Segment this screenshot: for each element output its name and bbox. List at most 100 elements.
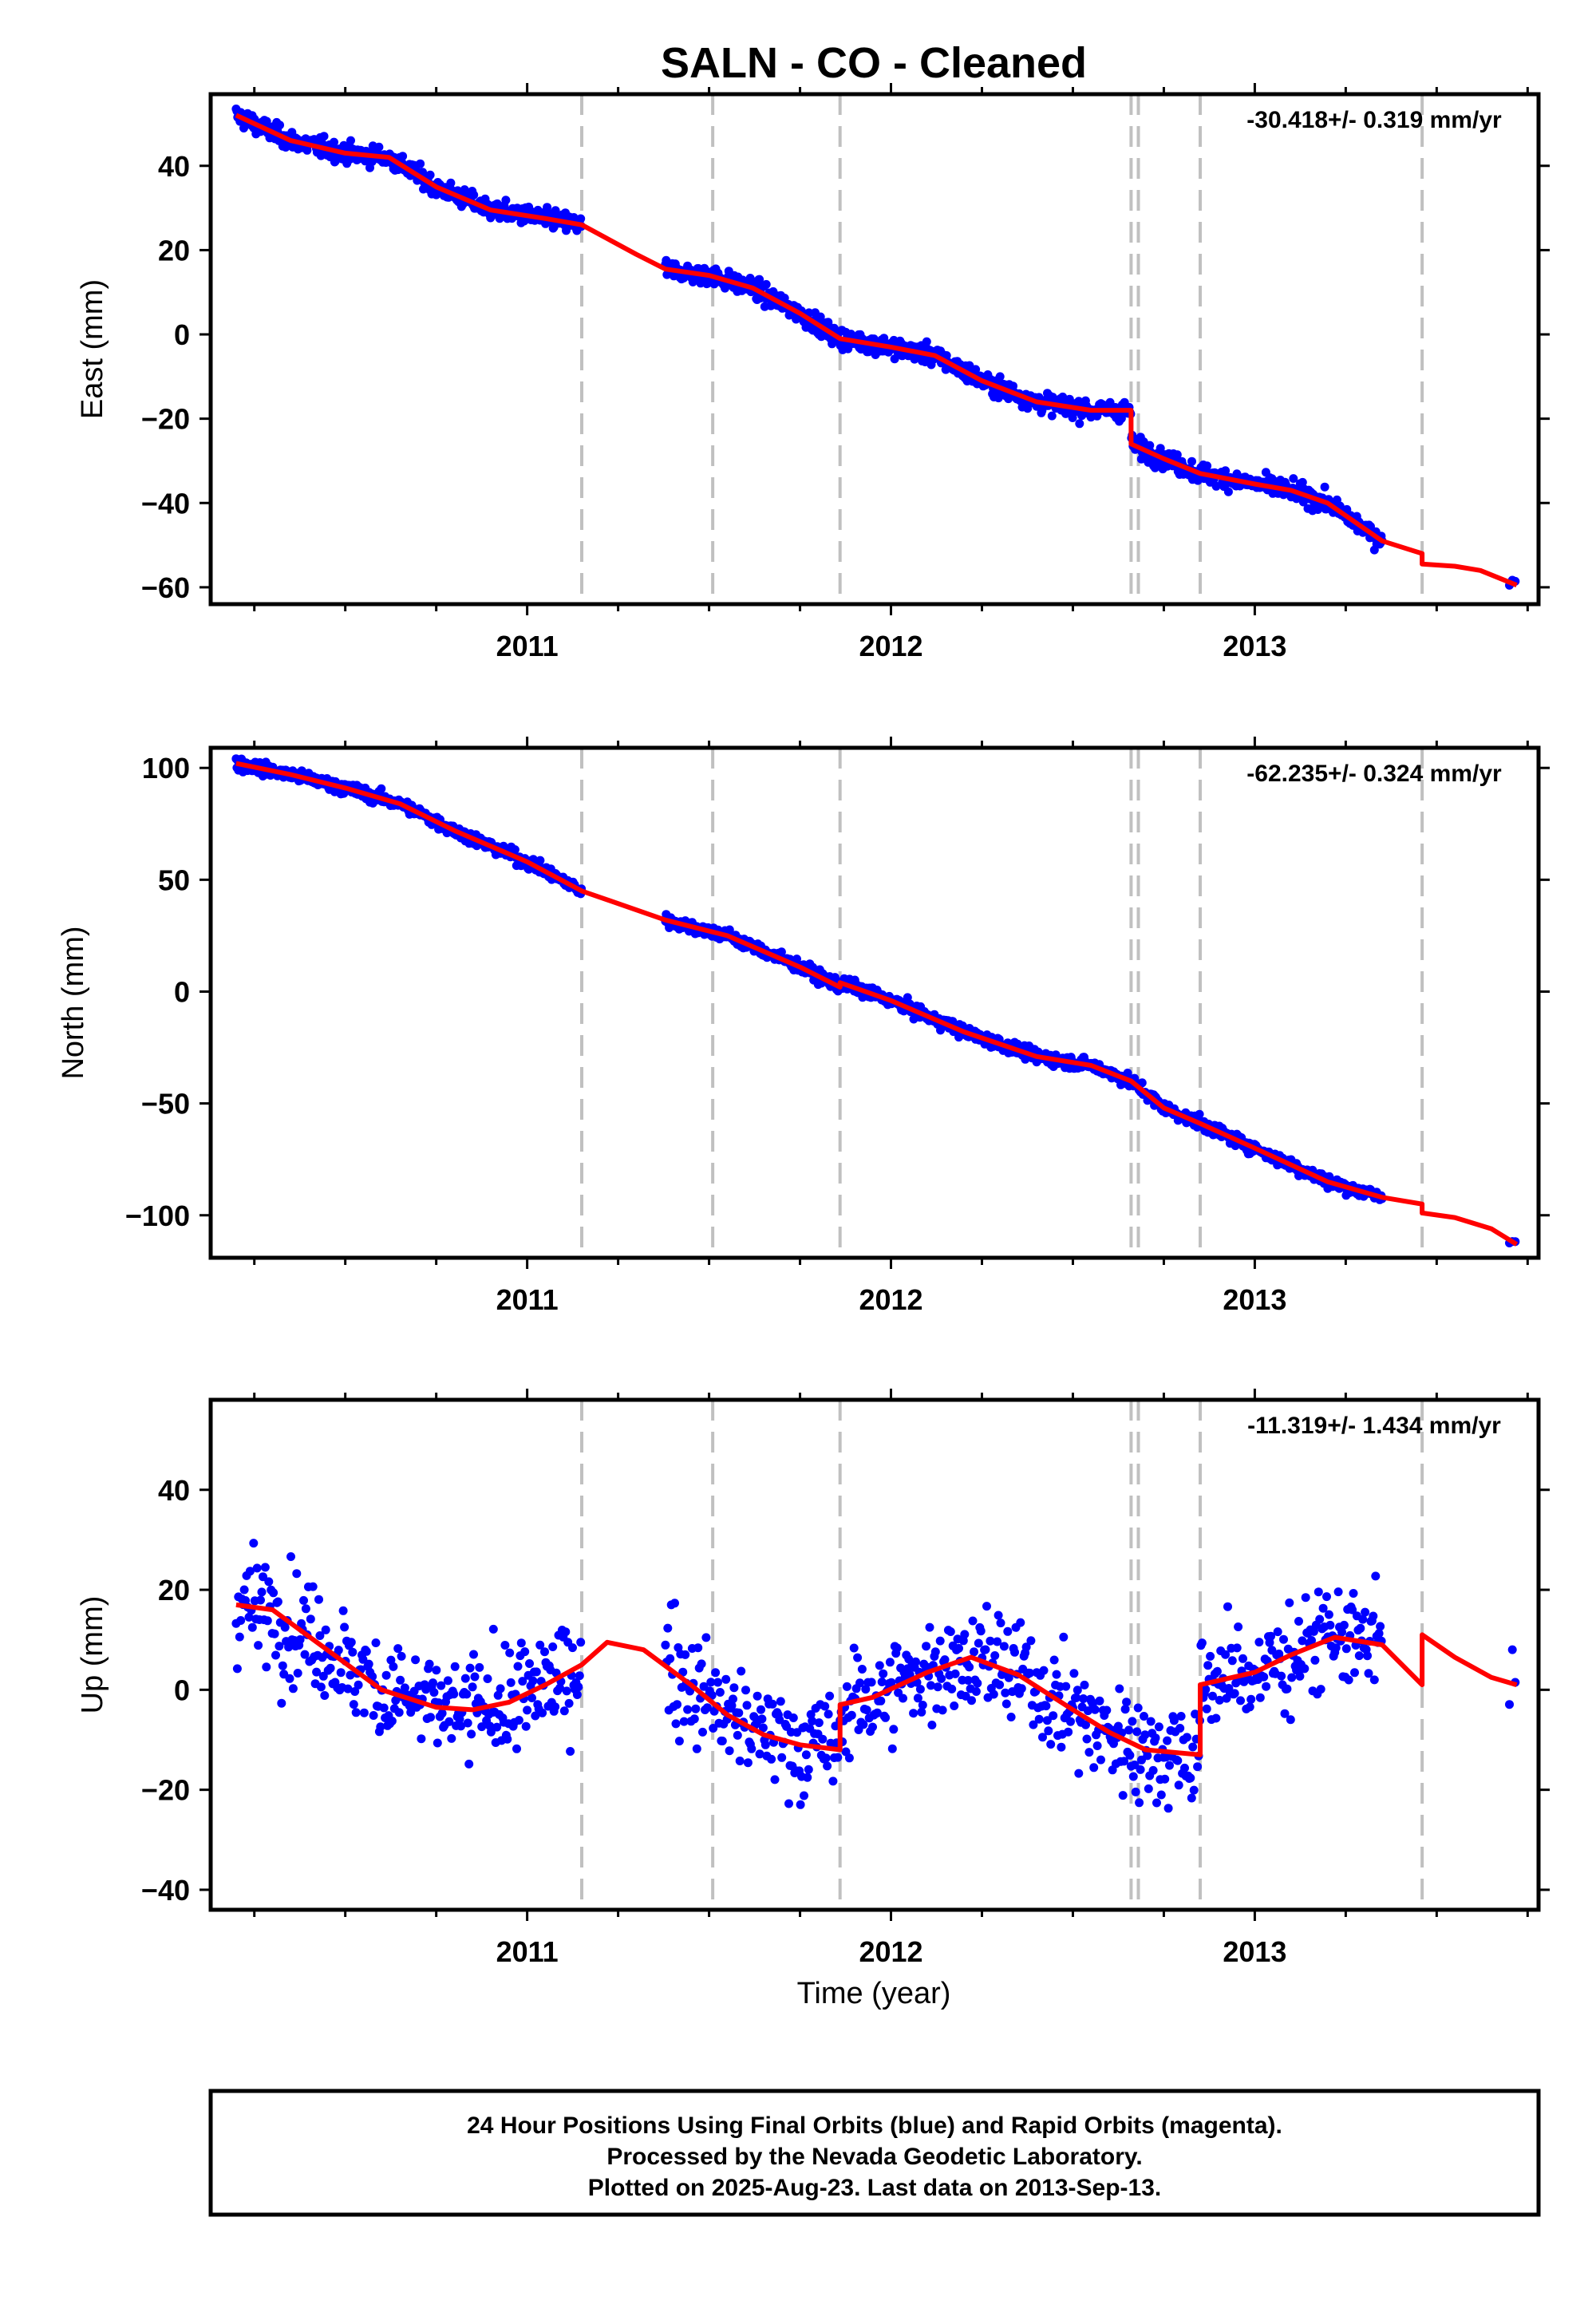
data-point [1095, 1696, 1104, 1705]
data-point [523, 1705, 532, 1715]
data-point [1061, 1682, 1071, 1691]
data-point [576, 1638, 586, 1647]
data-point [425, 170, 435, 180]
data-point [492, 1722, 502, 1732]
data-point [1128, 1717, 1137, 1726]
data-point [463, 1718, 472, 1728]
data-point [788, 1713, 798, 1722]
data-point [859, 1720, 868, 1729]
data-point [999, 1642, 1009, 1651]
data-point [776, 1697, 785, 1706]
data-point [1221, 1650, 1231, 1659]
data-point [887, 1744, 897, 1753]
data-point [306, 1614, 315, 1624]
data-point [800, 1791, 808, 1800]
data-point [713, 1678, 722, 1687]
y-tick-label: −20 [141, 1774, 190, 1807]
data-point [1211, 1713, 1221, 1723]
data-point [1113, 1721, 1123, 1731]
footer-line-3: Plotted on 2025-Aug-23. Last data on 201… [588, 2175, 1162, 2201]
data-point [947, 1684, 957, 1694]
data-point [715, 1688, 725, 1697]
data-point [1358, 1614, 1368, 1624]
data-point [308, 1582, 318, 1591]
data-point [721, 1674, 731, 1684]
y-tick-label: −60 [141, 571, 190, 604]
data-point [757, 1705, 765, 1714]
data-point [394, 1708, 404, 1717]
data-point [1064, 1727, 1073, 1737]
data-point [1059, 1632, 1069, 1642]
data-point [967, 1696, 976, 1705]
data-point [464, 1759, 474, 1769]
data-point [927, 1721, 937, 1729]
data-point [1254, 1638, 1264, 1647]
data-point [1090, 1705, 1100, 1714]
data-point [470, 1672, 480, 1682]
data-point [1307, 1636, 1316, 1645]
data-point [1322, 1592, 1331, 1602]
data-point [1324, 1610, 1333, 1619]
data-point [1286, 1715, 1295, 1725]
data-point [1197, 1638, 1207, 1648]
data-point [940, 1655, 950, 1665]
data-point [334, 1646, 343, 1655]
data-point [1073, 1686, 1082, 1695]
data-point [661, 1640, 670, 1650]
data-point [1145, 441, 1155, 450]
data-point [743, 1758, 753, 1768]
data-point [1363, 1651, 1372, 1661]
model-line [235, 1602, 1518, 1757]
data-point [235, 1632, 244, 1642]
data-point [1227, 1656, 1237, 1666]
data-point [706, 1678, 716, 1687]
data-point [505, 1648, 515, 1658]
data-point [717, 1737, 727, 1745]
data-point [510, 845, 519, 855]
data-point [350, 1687, 360, 1696]
data-point [747, 1744, 757, 1753]
data-point [1333, 1587, 1343, 1597]
y-axis-label: North (mm) [57, 926, 90, 1079]
data-point [1371, 1571, 1381, 1581]
data-point [881, 1713, 891, 1722]
data-point [890, 354, 899, 364]
data-point [1208, 1691, 1217, 1701]
data-point [437, 1709, 447, 1718]
data-point [319, 132, 329, 141]
data-point [232, 1664, 242, 1674]
x-tick-label: 2011 [496, 1283, 559, 1316]
footer-line-1: 24 Hour Positions Using Final Orbits (bl… [467, 2112, 1282, 2139]
data-point [727, 1701, 737, 1710]
data-point [670, 1599, 679, 1608]
data-point [320, 1691, 330, 1700]
data-point [823, 1761, 832, 1771]
data-point [446, 178, 456, 188]
x-tick-label: 2011 [496, 1935, 559, 1968]
data-point [1188, 1742, 1198, 1752]
data-point [381, 1670, 391, 1680]
data-point [1092, 1741, 1102, 1750]
data-point [555, 1683, 564, 1693]
data-point [514, 1716, 523, 1725]
data-point [847, 1710, 856, 1720]
data-point [1361, 1607, 1370, 1617]
data-point [256, 1595, 265, 1605]
data-point [447, 1733, 456, 1743]
data-point [982, 1602, 991, 1611]
data-point [913, 1694, 922, 1703]
x-tick-label: 2011 [496, 630, 559, 662]
data-point [770, 1775, 780, 1784]
y-tick-label: −50 [141, 1088, 190, 1120]
data-point [742, 1701, 752, 1710]
data-point [1350, 1668, 1359, 1678]
data-point [1082, 1734, 1092, 1744]
y-axis-label: Up (mm) [76, 1596, 109, 1714]
data-point [263, 1616, 272, 1626]
data-point [299, 1595, 308, 1605]
data-point [803, 1773, 812, 1782]
data-point [885, 1658, 895, 1667]
data-point [861, 1685, 871, 1694]
data-point [1165, 1761, 1174, 1770]
data-point [284, 1642, 294, 1652]
